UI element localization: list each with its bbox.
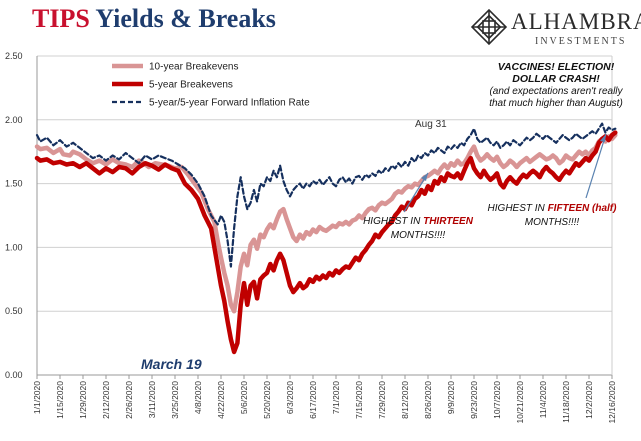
x-tick-label: 4/22/2020 (216, 381, 226, 419)
x-tick-label: 11/4/2020 (538, 381, 548, 418)
arrowhead-thirteen (421, 173, 428, 181)
x-tick-label: 1/29/2020 (78, 381, 88, 419)
logo-name: ALHAMBRA (511, 9, 641, 34)
x-tick-label: 7/15/2020 (354, 381, 364, 419)
diamond-knot-icon (470, 8, 508, 46)
annotation-vaccines-line: that much higher than August) (489, 98, 623, 109)
x-tick-label: 6/17/2020 (308, 381, 318, 419)
annotation-thirteen-emphasis: THIRTEEN (423, 216, 474, 227)
arrow-fifteen (585, 133, 607, 199)
x-tick-label: 4/8/2020 (193, 381, 203, 414)
x-tick-label: 3/11/2020 (147, 381, 157, 418)
legend-label: 5-year Breakevens (149, 80, 233, 91)
x-tick-label: 12/2/2020 (584, 381, 594, 419)
y-tick-label: 1.50 (5, 179, 23, 189)
y-tick-label: 1.00 (5, 242, 23, 252)
x-tick-label: 5/6/2020 (239, 381, 249, 414)
series-layer (34, 122, 618, 355)
x-tick-label: 1/1/2020 (32, 381, 42, 414)
axes: 0.00 0.50 1.00 1.50 2.00 2.50 1/1/2020 1/15/202… (5, 51, 617, 424)
x-tick-label: 2/12/2020 (101, 381, 111, 419)
x-tick-label: 10/21/2020 (515, 381, 525, 424)
x-tick-label: 5/20/2020 (262, 381, 272, 419)
annotation-fifteen-emphasis: FIFTEEN (half) (548, 203, 618, 214)
legend-label: 10-year Breakevens (149, 62, 239, 73)
annotation-thirteen-line1: HIGHEST IN THIRTEEN (363, 216, 474, 227)
annotation-fifteen-line2: MONTHS!!!! (525, 217, 580, 228)
annotation-fifteen-line1: HIGHEST IN FIFTEEN (half) (488, 203, 618, 214)
y-tick-label: 0.50 (5, 306, 23, 316)
annotation-fifteen-prefix: HIGHEST IN (488, 203, 548, 214)
alhambra-logo: ALHAMBRA INVESTMENTS (467, 5, 641, 55)
annotation-thirteen-prefix: HIGHEST IN (363, 216, 423, 227)
x-tick-label: 12/16/2020 (607, 381, 617, 424)
annotation-march: March 19 (141, 356, 202, 372)
legend-label: 5-year/5-year Forward Inflation Rate (149, 98, 310, 109)
annotation-thirteen-line2: MONTHS!!!! (391, 230, 446, 241)
series-line-5-year-5-year-forward-inflation-rate (35, 122, 617, 268)
x-tick-label: 2/26/2020 (124, 381, 134, 419)
annotations: March 19 Aug 31 VACCINES! ELECTION!DOLLAR … (141, 61, 624, 372)
title-rest: Yields & Breaks (89, 4, 276, 33)
legend: 10-year Breakevens 5-year Breakevens 5-yea… (112, 62, 310, 109)
x-tick-label: 10/7/2020 (492, 381, 502, 419)
annotation-vaccines-line: VACCINES! ELECTION! (498, 61, 615, 73)
series-line-5-year-breakevens (34, 130, 618, 355)
x-tick-label: 6/3/2020 (285, 381, 295, 414)
x-tick-label: 7/1/2020 (331, 381, 341, 414)
x-tick-label: 11/18/2020 (561, 381, 571, 423)
series-line-10-year-breakevens (34, 132, 618, 314)
x-tick-label: 8/26/2020 (423, 381, 433, 419)
arrowhead-fifteen (600, 134, 606, 142)
annotation-vaccines-line: DOLLAR CRASH! (512, 73, 600, 85)
y-tick-label: 0.00 (5, 370, 23, 380)
x-tick-label: 7/29/2020 (377, 381, 387, 419)
title-accent: TIPS (32, 4, 90, 33)
x-tick-label: 3/25/2020 (170, 381, 180, 419)
chart-title: TIPS Yields & Breaks (32, 4, 276, 34)
x-tick-label: 9/23/2020 (469, 381, 479, 419)
x-tick-label: 9/9/2020 (446, 381, 456, 414)
logo-subtitle: INVESTMENTS (535, 36, 627, 47)
x-tick-label: 1/15/2020 (55, 381, 65, 419)
annotation-vaccines-line: (and expectations aren't really (489, 86, 623, 97)
annotation-aug: Aug 31 (415, 119, 447, 130)
y-tick-label: 2.50 (5, 51, 23, 61)
x-tick-label: 8/12/2020 (400, 381, 410, 419)
y-tick-label: 2.00 (5, 115, 23, 125)
